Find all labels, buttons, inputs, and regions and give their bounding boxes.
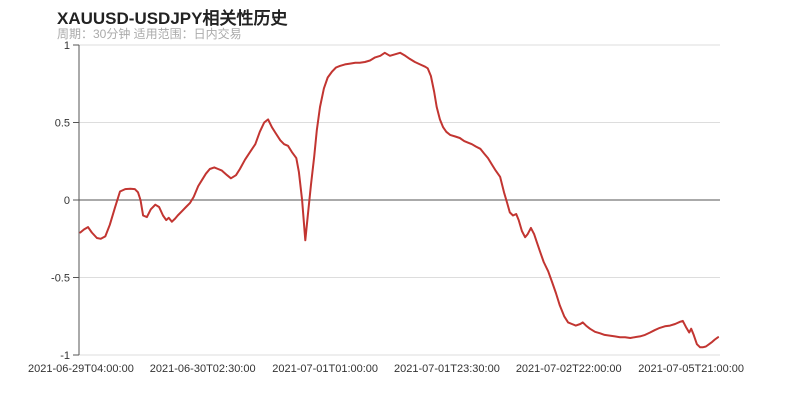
chart-title: XAUUSD-USDJPY相关性历史 <box>57 9 288 28</box>
y-axis-label: -0.5 <box>51 273 70 285</box>
x-axis-label: 2021-07-02T22:00:00 <box>516 363 622 375</box>
y-axis-label: 1 <box>64 40 70 52</box>
y-axis-label: -1 <box>60 350 70 362</box>
y-axis-label: 0 <box>64 195 70 207</box>
correlation-series-line <box>79 51 720 349</box>
y-axis-label: 0.5 <box>55 118 70 130</box>
x-axis-label: 2021-07-05T21:00:00 <box>638 363 744 375</box>
x-axis-label: 2021-07-01T01:00:00 <box>272 363 378 375</box>
x-axis-label: 2021-07-01T23:30:00 <box>394 363 500 375</box>
x-axis-label: 2021-06-29T04:00:00 <box>28 363 134 375</box>
chart-subtitle: 周期：30分钟 适用范围：日内交易 <box>57 27 242 41</box>
x-axis-label: 2021-06-30T02:30:00 <box>150 363 256 375</box>
